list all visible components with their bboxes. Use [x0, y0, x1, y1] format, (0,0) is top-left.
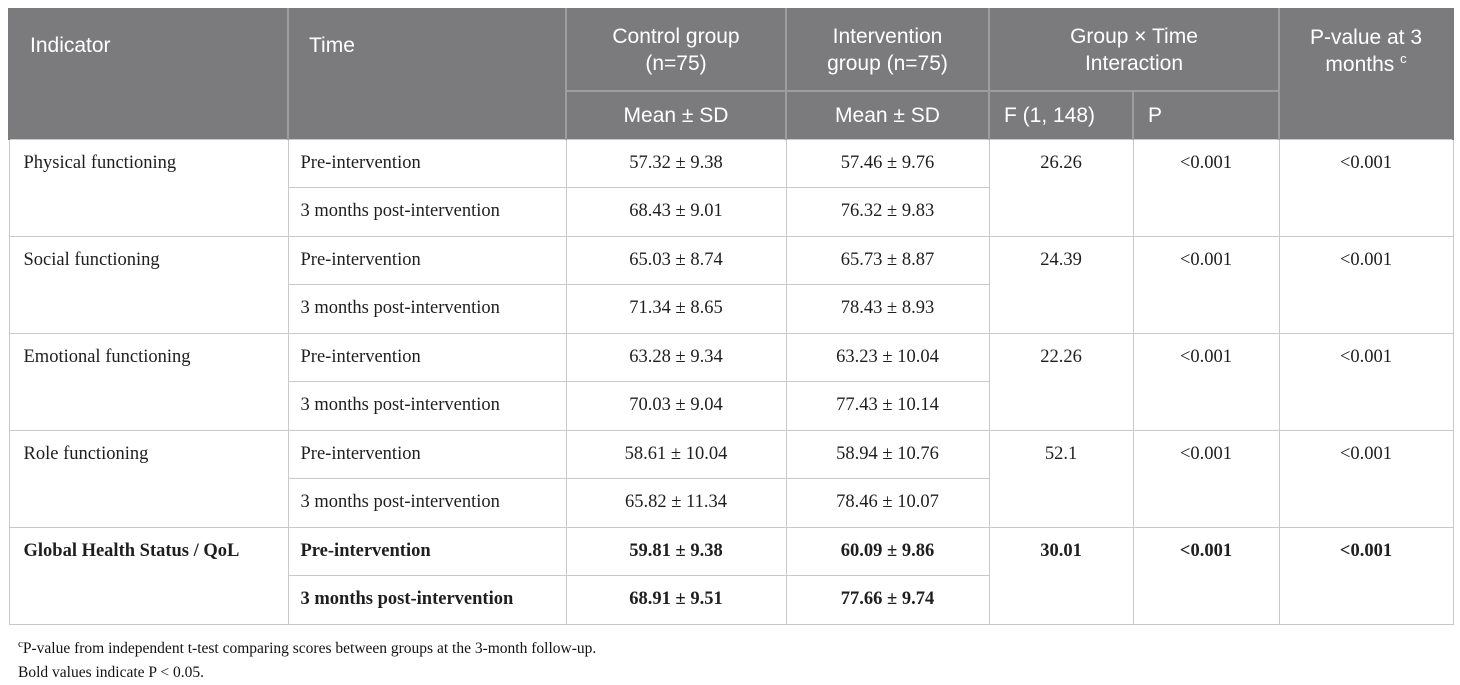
f-stat-cell: 26.26: [988, 138, 1134, 237]
header-group-time-interaction: Group × Time Interaction: [987, 8, 1281, 92]
header-control-group: Control group (n=75): [565, 8, 787, 92]
indicator-cell: Role functioning: [8, 429, 289, 528]
f-stat-cell: 22.26: [988, 332, 1134, 431]
control-mean-cell: 59.81 ± 9.38: [565, 526, 787, 576]
time-cell: Pre-intervention: [287, 138, 567, 188]
f-stat-cell: 52.1: [988, 429, 1134, 528]
table-header: Indicator Time Control group (n=75) Inte…: [8, 8, 1455, 140]
results-table: Indicator Time Control group (n=75) Inte…: [8, 8, 1455, 625]
time-cell: Pre-intervention: [287, 429, 567, 479]
p-value-3m-cell: <0.001: [1278, 429, 1454, 528]
f-stat-cell: 24.39: [988, 235, 1134, 334]
intervention-mean-cell: 57.46 ± 9.76: [785, 138, 990, 188]
header-intervention-group: Intervention group (n=75): [785, 8, 990, 92]
intervention-mean-cell: 77.66 ± 9.74: [785, 575, 990, 625]
header-indicator: Indicator: [8, 8, 289, 140]
time-cell: 3 months post-intervention: [287, 575, 567, 625]
control-mean-cell: 71.34 ± 8.65: [565, 284, 787, 334]
control-mean-cell: 58.61 ± 10.04: [565, 429, 787, 479]
control-mean-cell: 65.82 ± 11.34: [565, 478, 787, 528]
intervention-mean-cell: 77.43 ± 10.14: [785, 381, 990, 431]
header-f-statistic: F (1, 148): [988, 90, 1134, 140]
control-mean-cell: 68.91 ± 9.51: [565, 575, 787, 625]
p-value-3m-cell: <0.001: [1278, 138, 1454, 237]
group-social-functioning: Social functioning Pre-intervention 65.0…: [8, 235, 1454, 334]
table-row: 3 months post-intervention 65.82 ± 11.34…: [9, 478, 1453, 528]
table-row: 3 months post-intervention 68.91 ± 9.51 …: [9, 575, 1453, 625]
footnote-line: Bold values indicate P < 0.05.: [18, 661, 1452, 685]
indicator-cell: Physical functioning: [8, 138, 289, 237]
f-stat-cell: 30.01: [988, 526, 1134, 625]
control-mean-cell: 68.43 ± 9.01: [565, 187, 787, 237]
control-mean-cell: 63.28 ± 9.34: [565, 332, 787, 382]
time-cell: 3 months post-intervention: [287, 284, 567, 334]
time-cell: 3 months post-intervention: [287, 381, 567, 431]
header-p-value-3-months: P-value at 3 months c: [1278, 8, 1455, 140]
intervention-mean-cell: 76.32 ± 9.83: [785, 187, 990, 237]
p-value-cell: <0.001: [1132, 429, 1280, 528]
group-emotional-functioning: Emotional functioning Pre-intervention 6…: [8, 332, 1454, 431]
header-footnote-marker: c: [1400, 51, 1407, 67]
table-row: Social functioning Pre-intervention 65.0…: [8, 235, 1454, 334]
footnote-line: cP-value from independent t-test compari…: [18, 632, 1452, 661]
group-physical-functioning: Physical functioning Pre-intervention 57…: [8, 138, 1454, 237]
footnote-text: Bold values indicate P < 0.05.: [18, 663, 204, 681]
header-p: P: [1131, 90, 1281, 140]
header-row-1: Indicator Time Control group (n=75) Inte…: [8, 8, 1455, 140]
table-row: Physical functioning Pre-intervention 57…: [8, 138, 1454, 237]
footnote-marker: c: [18, 637, 23, 650]
p-value-3m-cell: <0.001: [1278, 235, 1454, 334]
header-mean-sd-control: Mean ± SD: [565, 90, 787, 140]
indicator-cell: Emotional functioning: [8, 332, 289, 431]
p-value-3m-cell: <0.001: [1278, 332, 1454, 431]
time-cell: Pre-intervention: [287, 235, 567, 285]
table-row: Emotional functioning Pre-intervention 6…: [8, 332, 1454, 431]
table-row: Role functioning Pre-intervention 58.61 …: [8, 429, 1454, 528]
time-cell: Pre-intervention: [287, 332, 567, 382]
table-footnotes: cP-value from independent t-test compari…: [8, 625, 1452, 685]
table-row: Global Health Status / QoL Pre-intervent…: [8, 526, 1454, 625]
header-row-2: Mean ± SD Mean ± SD F (1, 148) P: [9, 90, 1453, 140]
time-cell: 3 months post-intervention: [287, 187, 567, 237]
header-time: Time: [287, 8, 567, 140]
intervention-mean-cell: 60.09 ± 9.86: [785, 526, 990, 576]
p-value-cell: <0.001: [1132, 332, 1280, 431]
time-cell: 3 months post-intervention: [287, 478, 567, 528]
group-global-health-status: Global Health Status / QoL Pre-intervent…: [8, 526, 1454, 625]
header-p-value-text: P-value at 3 months: [1309, 26, 1423, 77]
intervention-mean-cell: 78.46 ± 10.07: [785, 478, 990, 528]
p-value-cell: <0.001: [1132, 138, 1280, 237]
p-value-cell: <0.001: [1132, 526, 1280, 625]
control-mean-cell: 65.03 ± 8.74: [565, 235, 787, 285]
control-mean-cell: 57.32 ± 9.38: [565, 138, 787, 188]
footnote-text: P-value from independent t-test comparin…: [22, 639, 597, 657]
group-role-functioning: Role functioning Pre-intervention 58.61 …: [8, 429, 1454, 528]
indicator-cell: Global Health Status / QoL: [8, 526, 289, 625]
p-value-cell: <0.001: [1132, 235, 1280, 334]
time-cell: Pre-intervention: [287, 526, 567, 576]
intervention-mean-cell: 65.73 ± 8.87: [785, 235, 990, 285]
table-row: 3 months post-intervention 70.03 ± 9.04 …: [9, 381, 1453, 431]
table-row: 3 months post-intervention 68.43 ± 9.01 …: [9, 187, 1453, 237]
control-mean-cell: 70.03 ± 9.04: [565, 381, 787, 431]
intervention-mean-cell: 58.94 ± 10.76: [785, 429, 990, 479]
header-mean-sd-intervention: Mean ± SD: [785, 90, 990, 140]
p-value-3m-cell: <0.001: [1278, 526, 1454, 625]
intervention-mean-cell: 63.23 ± 10.04: [785, 332, 990, 382]
intervention-mean-cell: 78.43 ± 8.93: [785, 284, 990, 334]
indicator-cell: Social functioning: [8, 235, 289, 334]
